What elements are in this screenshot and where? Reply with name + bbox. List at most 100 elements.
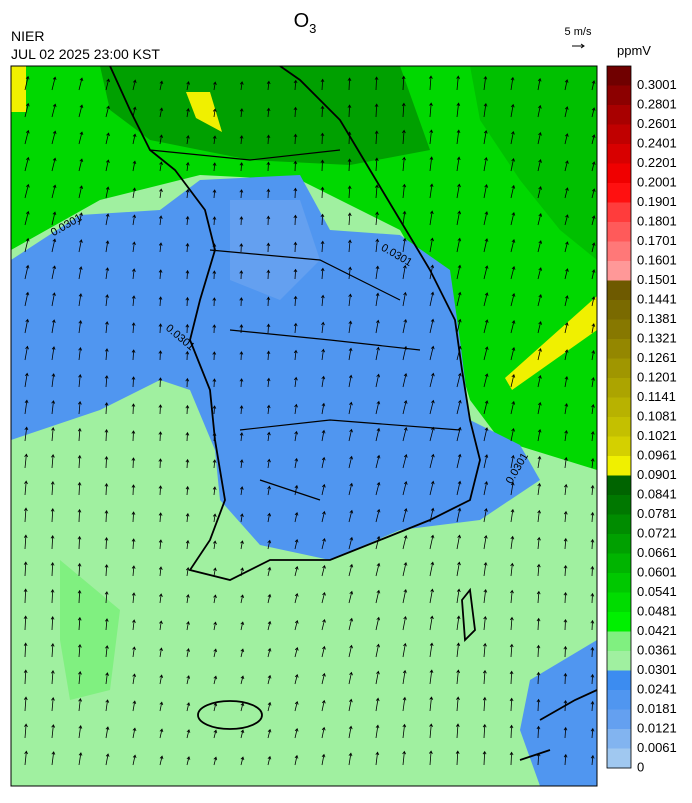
colorbar-label: 0.1381 — [637, 311, 677, 326]
colorbar-swatch — [607, 358, 631, 379]
colorbar-label: 0.0781 — [637, 506, 677, 521]
colorbar-label: 0.1081 — [637, 408, 677, 423]
colorbar-label: 0.0901 — [637, 467, 677, 482]
province-borders — [149, 149, 461, 501]
colorbar-swatch — [607, 241, 631, 262]
colorbar-label: 0.1441 — [637, 291, 677, 306]
colorbar: 0.3001 0.2801 0.2601 0.2401 0.2201 0.2001 0.19… — [606, 65, 677, 774]
colorbar-swatch — [607, 300, 631, 320]
field-peak-nw — [11, 66, 26, 112]
colorbar-label: 0.1321 — [637, 330, 677, 345]
colorbar-swatch — [607, 553, 631, 574]
colorbar-swatch — [607, 631, 631, 652]
coastline-japan — [519, 689, 597, 761]
colorbar-swatch — [607, 85, 631, 106]
colorbar-label: 0.0841 — [637, 486, 677, 501]
colorbar-swatch — [607, 534, 631, 554]
colorbar-swatch — [607, 670, 631, 691]
field-low-blue-se — [520, 640, 597, 786]
colorbar-label: 0.0481 — [637, 603, 677, 618]
colorbar-swatch — [607, 105, 631, 125]
coastline-peninsula — [109, 66, 481, 581]
colorbar-swatch — [607, 202, 631, 223]
coastline-jeju — [197, 700, 263, 730]
colorbar-label: 0.0541 — [637, 584, 677, 599]
colorbar-swatch — [607, 573, 631, 593]
colorbar-label: 0.1701 — [637, 233, 677, 248]
colorbar-swatch — [607, 592, 631, 613]
colorbar-label: 0.2601 — [637, 116, 677, 131]
colorbar-swatch — [607, 748, 631, 769]
colorbar-swatch — [607, 612, 631, 632]
colorbar-swatch — [607, 456, 631, 476]
field-mid — [11, 66, 597, 470]
colorbar-label: 0.1141 — [637, 389, 676, 404]
colorbar-swatch — [607, 183, 631, 203]
colorbar-swatch — [607, 66, 631, 86]
colorbar-label: 0.0181 — [637, 701, 677, 716]
colorbar-label: 0.1201 — [637, 369, 677, 384]
colorbar-label: 0.1501 — [637, 272, 677, 287]
wind-reference-arrow — [572, 43, 585, 49]
colorbar-label: 0.1901 — [637, 194, 677, 209]
colorbar-label: 0.2201 — [637, 155, 677, 170]
colorbar-label: 0.0661 — [637, 545, 677, 560]
title-sub: 3 — [309, 21, 316, 36]
colorbar-label: 0.3001 — [637, 77, 677, 92]
colorbar-label: 0 — [637, 759, 644, 774]
colorbar-swatch — [607, 729, 631, 749]
coastline — [109, 66, 597, 761]
colorbar-swatch — [607, 651, 631, 671]
colorbar-swatch — [607, 144, 631, 164]
colorbar-label: 0.1261 — [637, 350, 677, 365]
colorbar-swatch — [607, 475, 631, 496]
coastline-geoje — [461, 587, 476, 643]
wind-reference-head — [580, 43, 585, 49]
colorbar-label: 0.0241 — [637, 681, 677, 696]
colorbar-label: 0.2801 — [637, 96, 677, 111]
colorbar-label: 0.1801 — [637, 213, 677, 228]
colorbar-label: 0.0601 — [637, 564, 677, 579]
province-lines — [149, 149, 461, 501]
colorbar-swatch — [607, 378, 631, 398]
field-peak-n — [186, 92, 222, 132]
colorbar-unit: ppmV — [617, 43, 651, 58]
wind-reference-label: 5 m/s — [565, 26, 592, 38]
colorbar-swatch — [607, 319, 631, 340]
field-low-blue-light — [230, 200, 320, 300]
wind-vectors — [23, 75, 596, 766]
field-peak-e — [505, 296, 597, 390]
agency: NIER — [11, 28, 44, 44]
colorbar-label: 0.0961 — [637, 447, 677, 462]
colorbar-label: 0.0061 — [637, 740, 677, 755]
colorbar-label: 0.2001 — [637, 174, 677, 189]
title: O3 — [294, 10, 317, 36]
map-frame — [10, 65, 598, 787]
colorbar-label: 0.0361 — [637, 642, 677, 657]
colorbar-label: 0.0121 — [637, 720, 677, 735]
colorbar-swatch — [607, 222, 631, 242]
colorbar-swatch — [607, 495, 631, 515]
colorbar-label: 0.1021 — [637, 428, 677, 443]
colorbar-swatch — [607, 339, 631, 359]
colorbar-frame — [606, 65, 632, 769]
colorbar-swatch — [607, 436, 631, 457]
colorbar-swatch — [607, 514, 631, 535]
colorbar-swatch — [607, 709, 631, 730]
datetime: JUL 02 2025 23:00 KST — [11, 46, 160, 62]
colorbar-swatch — [607, 397, 631, 418]
colorbar-swatch — [607, 124, 631, 145]
colorbar-label: 0.0421 — [637, 623, 677, 638]
field-high — [100, 66, 430, 165]
title-base: O — [294, 10, 310, 32]
colorbar-swatch — [607, 261, 631, 281]
colorbar-swatch — [607, 163, 631, 184]
colorbar-label: 0.0721 — [637, 525, 677, 540]
colorbar-label: 0.0301 — [637, 662, 677, 677]
field-patch-sw — [60, 560, 120, 700]
colorbar-swatch — [607, 690, 631, 710]
